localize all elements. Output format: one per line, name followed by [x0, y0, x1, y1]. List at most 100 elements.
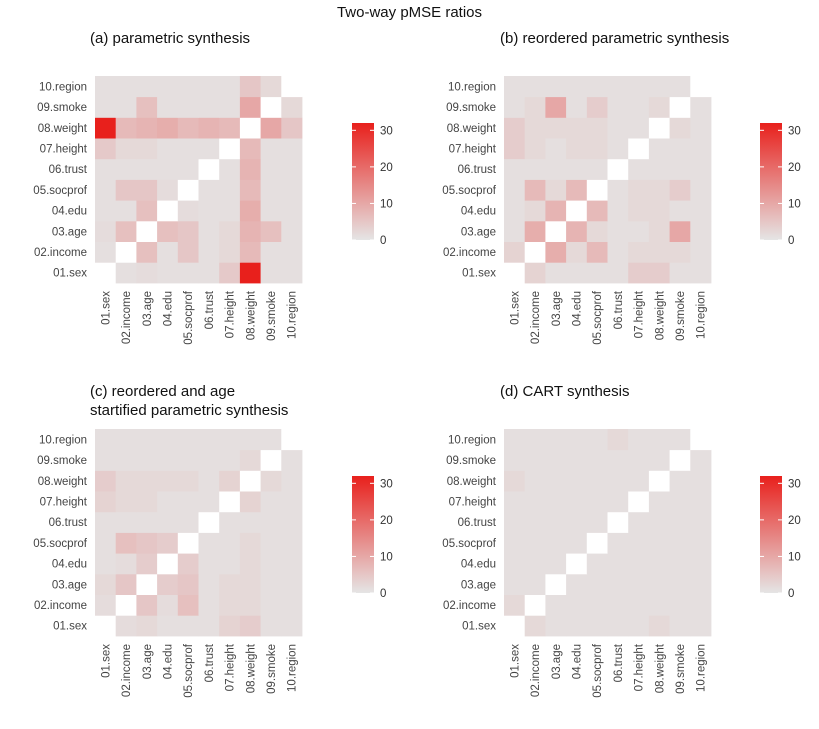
heatmap-cell-1-1-8 — [260, 241, 282, 263]
heatmap-cell-2-8-2 — [545, 96, 567, 118]
y-tick-label: 06.trust — [49, 517, 88, 529]
heatmap-cell-2-0-1 — [524, 262, 546, 284]
heatmap-cell-3-0-0 — [95, 615, 117, 637]
x-tick-label: 04.edu — [162, 291, 174, 326]
heatmap-cell-1-5-4 — [177, 158, 199, 180]
legend-tick-label: 0 — [788, 235, 794, 247]
heatmap-cell-3-0-7 — [239, 615, 261, 637]
heatmap-cell-2-2-3 — [566, 220, 588, 242]
x-tick-label: 01.sex — [509, 644, 521, 678]
heatmap-cell-2-0-3 — [566, 262, 588, 284]
heatmap-cell-4-4-5 — [607, 532, 629, 554]
heatmap-cell-1-5-3 — [157, 158, 179, 180]
heatmap-cell-4-0-9 — [690, 615, 712, 637]
heatmap-cell-2-9-9 — [690, 76, 712, 98]
y-tick-label: 09.smoke — [446, 455, 496, 467]
heatmap-cell-3-6-0 — [95, 491, 117, 513]
heatmap-cell-1-9-2 — [136, 76, 158, 98]
heatmap-cell-3-3-1 — [115, 553, 137, 575]
x-tick-label: 04.edu — [571, 644, 583, 679]
heatmap-cell-2-2-2 — [545, 220, 567, 242]
heatmap-cell-1-3-4 — [177, 200, 199, 222]
heatmap-cell-2-9-8 — [669, 76, 691, 98]
heatmap-cell-2-3-9 — [690, 200, 712, 222]
heatmap-cell-3-3-8 — [260, 553, 282, 575]
heatmap-cell-2-0-0 — [504, 262, 526, 284]
heatmap-cell-1-6-3 — [157, 138, 179, 160]
x-tick-label: 08.weight — [245, 290, 257, 340]
heatmap-cell-2-4-0 — [504, 179, 526, 201]
heatmap-cell-4-8-3 — [566, 449, 588, 471]
heatmap-cell-1-4-9 — [281, 179, 303, 201]
heatmap-cell-4-3-7 — [648, 553, 670, 575]
heatmap-cell-2-7-3 — [566, 117, 588, 139]
heatmap-cell-3-6-8 — [260, 491, 282, 513]
heatmap-cell-1-1-9 — [281, 241, 303, 263]
heatmap-cell-2-5-0 — [504, 158, 526, 180]
heatmap-cell-3-6-1 — [115, 491, 137, 513]
heatmap-cell-1-9-1 — [115, 76, 137, 98]
heatmap-cell-1-0-5 — [198, 262, 220, 284]
legend-tick-label: 0 — [380, 235, 386, 247]
heatmap-cell-4-3-4 — [586, 553, 608, 575]
heatmap-cell-2-9-2 — [545, 76, 567, 98]
y-tick-label: 06.trust — [49, 164, 88, 176]
heatmap-cell-4-1-8 — [669, 594, 691, 616]
y-tick-label: 05.socprof — [33, 185, 88, 197]
y-tick-label: 02.income — [443, 600, 496, 612]
y-tick-label: 07.height — [40, 496, 88, 508]
heatmap-cell-2-3-3 — [566, 200, 588, 222]
heatmap-cell-3-2-2 — [136, 573, 158, 595]
heatmap-cell-1-3-5 — [198, 200, 220, 222]
heatmap-cell-1-2-7 — [239, 220, 261, 242]
heatmap-cell-1-2-1 — [115, 220, 137, 242]
heatmap-cell-2-1-8 — [669, 241, 691, 263]
heatmap-cell-1-6-6 — [219, 138, 241, 160]
heatmap-cell-1-1-2 — [136, 241, 158, 263]
heatmap-cell-1-7-5 — [198, 117, 220, 139]
heatmap-cell-1-9-4 — [177, 76, 199, 98]
heatmap-cell-2-6-0 — [504, 138, 526, 160]
heatmap-cell-1-5-7 — [239, 158, 261, 180]
heatmap-cell-4-5-7 — [648, 511, 670, 533]
x-tick-label: 04.edu — [162, 644, 174, 679]
heatmap-cell-2-5-6 — [628, 158, 650, 180]
heatmap-cell-1-3-1 — [115, 200, 137, 222]
x-tick-label: 10.region — [287, 644, 299, 692]
heatmap-cell-2-5-8 — [669, 158, 691, 180]
heatmap-cell-4-3-1 — [524, 553, 546, 575]
heatmap-cell-4-6-6 — [628, 491, 650, 513]
heatmap-cell-4-4-9 — [690, 532, 712, 554]
heatmap-cell-1-3-6 — [219, 200, 241, 222]
legend-tick-label: 20 — [788, 515, 801, 527]
heatmap-cell-4-5-5 — [607, 511, 629, 533]
x-tick-label: 08.weight — [654, 643, 666, 693]
heatmap-cell-3-8-4 — [177, 449, 199, 471]
heatmap-cell-3-2-7 — [239, 573, 261, 595]
heatmap-cell-3-6-3 — [157, 491, 179, 513]
heatmap-cell-1-6-5 — [198, 138, 220, 160]
heatmap-cell-1-8-6 — [219, 96, 241, 118]
heatmap-cell-4-3-0 — [504, 553, 526, 575]
heatmap-cell-1-6-1 — [115, 138, 137, 160]
heatmap-cell-2-0-5 — [607, 262, 629, 284]
y-tick-label: 08.weight — [447, 476, 497, 488]
heatmap-cell-1-3-7 — [239, 200, 261, 222]
heatmap-cell-2-1-7 — [648, 241, 670, 263]
heatmap-cell-2-1-3 — [566, 241, 588, 263]
heatmap-cell-1-5-0 — [95, 158, 117, 180]
y-tick-label: 05.socprof — [442, 538, 497, 550]
heatmap-cell-4-3-6 — [628, 553, 650, 575]
heatmap-cell-2-3-6 — [628, 200, 650, 222]
legend-tick-label: 30 — [788, 125, 801, 137]
heatmap-cell-1-7-9 — [281, 117, 303, 139]
y-tick-label: 03.age — [52, 226, 87, 238]
heatmap-cell-3-5-7 — [239, 511, 261, 533]
heatmap-cell-1-4-7 — [239, 179, 261, 201]
x-tick-label: 02.income — [121, 291, 133, 344]
heatmap-cell-2-9-4 — [586, 76, 608, 98]
heatmap-cell-3-7-9 — [281, 470, 303, 492]
heatmap-cell-2-3-2 — [545, 200, 567, 222]
y-tick-label: 04.edu — [461, 206, 496, 218]
heatmap-cell-2-8-9 — [690, 96, 712, 118]
